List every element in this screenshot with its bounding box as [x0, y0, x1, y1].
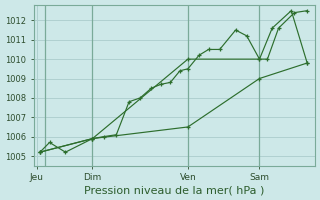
X-axis label: Pression niveau de la mer( hPa ): Pression niveau de la mer( hPa ) — [84, 185, 265, 195]
